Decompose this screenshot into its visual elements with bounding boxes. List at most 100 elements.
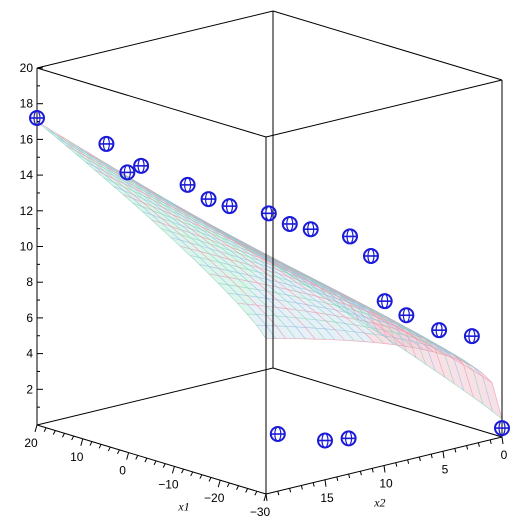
surface-gridline — [76, 145, 306, 340]
data-point-cross — [498, 420, 506, 436]
x1-tick-label: −10 — [158, 477, 179, 491]
data-point-cross — [286, 216, 294, 232]
data-point-cross — [402, 307, 410, 323]
data-point — [179, 176, 196, 193]
surface-patch — [200, 236, 220, 248]
surface-patch — [325, 328, 345, 341]
surface-patch — [143, 195, 163, 208]
x2-minor-tick — [477, 442, 480, 447]
surface-patch — [113, 182, 133, 195]
surface-patch — [199, 251, 220, 263]
surface-patch — [237, 294, 257, 306]
data-point-cross — [102, 136, 111, 152]
x1-minor-tick — [190, 471, 194, 477]
surface-gridline — [243, 246, 473, 367]
data-point-cross — [321, 432, 329, 449]
box-edge — [272, 367, 503, 438]
surface-patch — [133, 188, 153, 200]
surface-patch — [297, 291, 317, 301]
surface-patch — [240, 250, 260, 261]
x1-tick — [126, 452, 130, 460]
surface-patch — [326, 299, 347, 308]
surface-patch — [209, 259, 229, 271]
data-point-cross — [345, 430, 353, 446]
surface-patch — [336, 301, 356, 311]
surface-patch — [162, 207, 182, 219]
z-tick-label: 6 — [26, 311, 33, 325]
surface-patch — [384, 335, 404, 347]
surface-patch — [161, 218, 181, 230]
surface-patch — [335, 329, 355, 341]
data-point-cross — [468, 328, 476, 344]
data-point-cross — [137, 158, 145, 174]
surface-patch — [56, 137, 76, 151]
data-point — [494, 420, 510, 437]
surface-patch — [276, 316, 296, 327]
surface-gridline — [272, 264, 503, 420]
z-tick-label: 20 — [20, 61, 34, 75]
x2-tick-label: 0 — [501, 448, 508, 462]
x1-minor-tick — [153, 460, 157, 466]
surface-patch — [218, 283, 238, 295]
data-point-cross — [346, 228, 354, 245]
x1-tick — [217, 480, 221, 488]
surface-patch — [335, 315, 356, 325]
surface-patch — [153, 195, 173, 208]
surface-patch — [287, 295, 307, 305]
surface-patch — [266, 325, 286, 339]
z-tick-label: 12 — [20, 204, 34, 218]
surface-patch — [142, 206, 162, 219]
surface-patch — [296, 309, 316, 320]
surface-patch — [228, 277, 248, 288]
surface-patch — [104, 171, 124, 184]
x1-tick-label: −30 — [250, 505, 271, 519]
surface-patch — [277, 282, 298, 292]
surface-patch — [404, 339, 424, 350]
surface-patch — [172, 207, 193, 219]
z-tick-label: 10 — [20, 240, 34, 254]
surface-patch — [133, 185, 154, 198]
surface-patch — [257, 305, 277, 316]
x2-minor-tick — [289, 488, 292, 493]
surface-patch — [288, 273, 308, 284]
surface-patch — [374, 328, 395, 338]
surface-patch — [208, 273, 229, 285]
x1-minor-tick — [162, 463, 166, 468]
data-point — [133, 157, 150, 174]
surface-patch — [259, 263, 279, 274]
surface-patch — [95, 161, 115, 174]
surface-patch — [463, 364, 483, 405]
surface-patch — [181, 229, 201, 241]
x2-tick — [265, 493, 268, 502]
surface-patch — [124, 178, 144, 191]
surface-gridline — [253, 252, 483, 374]
surface-patch — [355, 325, 375, 335]
surface-patch — [374, 334, 394, 345]
data-point — [340, 430, 357, 447]
surface-patch — [298, 279, 318, 290]
x1-minor-tick — [107, 446, 111, 452]
surface-patch — [133, 194, 153, 207]
data-point — [269, 426, 286, 443]
surface-patch — [218, 275, 238, 287]
surface-patch — [444, 353, 464, 391]
data-point — [376, 293, 393, 310]
surface-patch — [327, 292, 347, 302]
data-point — [281, 215, 298, 232]
x1-tick-label: 20 — [24, 436, 38, 450]
surface-patch — [257, 283, 278, 294]
surface-patch — [249, 254, 270, 264]
surface-patch — [230, 243, 250, 255]
surface-patch — [296, 317, 316, 329]
surface-patch — [473, 370, 493, 412]
surface-patch — [249, 257, 269, 267]
surface-patch — [425, 343, 445, 378]
surface-gridline — [95, 157, 326, 340]
x1-tick-label: 10 — [70, 450, 84, 464]
surface-patch — [286, 308, 306, 319]
surface-patch — [123, 183, 144, 196]
data-point — [302, 221, 319, 238]
x1-tick-label: −20 — [204, 491, 225, 505]
surface-patch — [278, 273, 298, 284]
surface-patch — [190, 233, 211, 244]
